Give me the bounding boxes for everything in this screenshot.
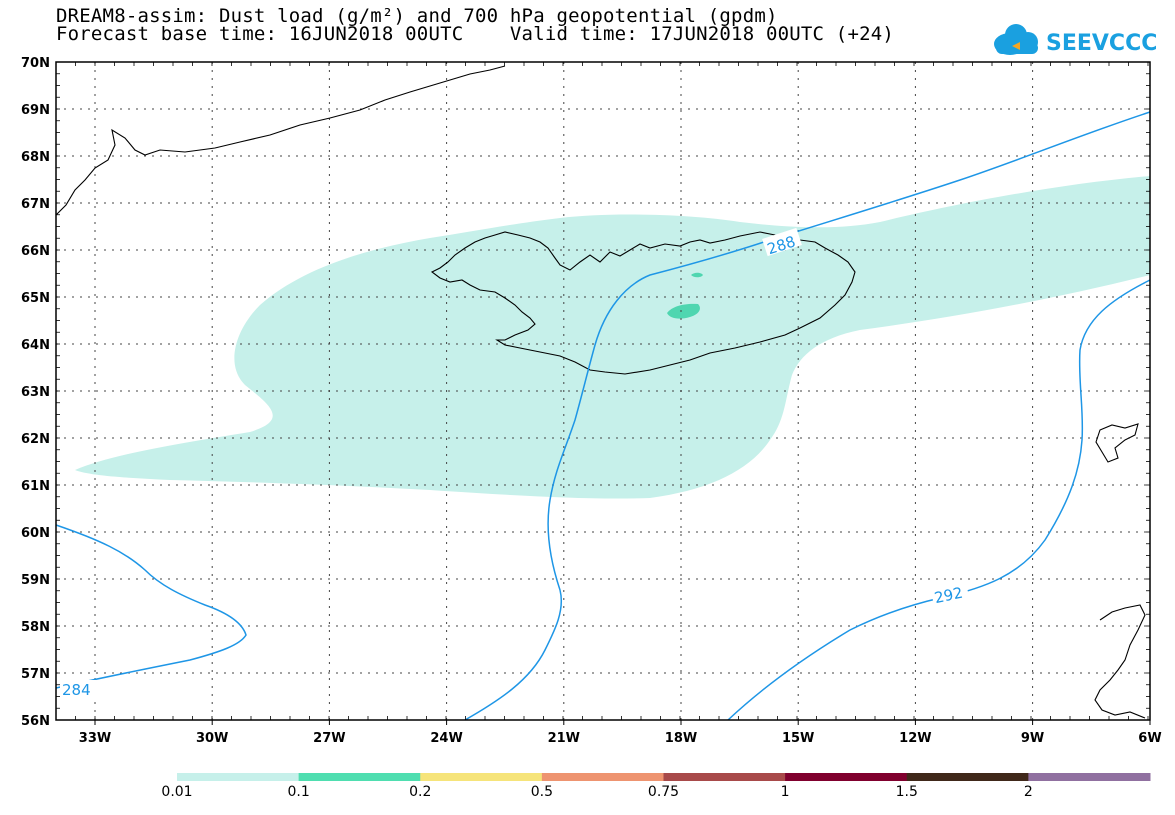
dust-load-layer <box>75 176 1150 499</box>
lon-label: 27W <box>313 731 345 746</box>
colorbar-label: 0.1 <box>287 784 310 800</box>
coastlines <box>55 65 1146 719</box>
lat-label: 70N <box>21 56 50 71</box>
colorbar-segment <box>541 773 664 781</box>
colorbar-segment <box>785 773 908 781</box>
map-title: DREAM8-assim: Dust load (g/m²) and 700 h… <box>56 5 778 27</box>
colorbar-label: 0.5 <box>530 784 554 800</box>
scotland-coastline <box>1094 604 1146 719</box>
colorbar <box>177 773 1151 781</box>
colorbar-label: 0.01 <box>161 784 193 800</box>
contour-label-292: 292 <box>933 584 965 608</box>
colorbar-segment <box>906 773 1029 781</box>
lat-label: 64N <box>21 338 50 353</box>
lat-label: 59N <box>21 573 50 588</box>
lon-label: 24W <box>430 731 462 746</box>
map-gridlines <box>56 62 1150 720</box>
dust-area-mid <box>667 303 700 319</box>
contour-288 <box>464 111 1151 721</box>
lat-label: 58N <box>21 620 50 635</box>
seevccc-logo: SEEVCCC <box>994 24 1157 56</box>
lon-label: 9W <box>1021 731 1044 746</box>
contour-284 <box>55 524 247 689</box>
colorbar-segment <box>177 773 300 781</box>
lat-label: 57N <box>21 667 50 682</box>
lat-label: 62N <box>21 432 50 447</box>
colorbar-segment <box>1028 773 1151 781</box>
colorbar-label: 0.2 <box>409 784 432 800</box>
iceland-coastline <box>430 231 856 375</box>
greenland-coastline <box>55 65 506 216</box>
contour-label-284: 284 <box>62 681 91 699</box>
lon-label: 12W <box>899 731 931 746</box>
geopotential-contours <box>55 111 1151 721</box>
dust-area-mid-small <box>691 272 703 278</box>
contour-292 <box>727 279 1151 721</box>
lat-label: 69N <box>21 103 50 118</box>
lat-label: 65N <box>21 291 50 306</box>
colorbar-label: 1.5 <box>895 784 918 800</box>
colorbar-segment <box>420 773 543 781</box>
colorbar-label: 2 <box>1023 784 1033 800</box>
map-subtitle: Forecast base time: 16JUN2018 00UTC Vali… <box>56 23 895 45</box>
lat-label: 60N <box>21 526 50 541</box>
colorbar-label: 0.75 <box>647 784 680 800</box>
lon-label: 6W <box>1138 731 1161 746</box>
lat-label: 61N <box>21 479 50 494</box>
lat-label: 63N <box>21 385 50 400</box>
lon-label: 15W <box>782 731 814 746</box>
colorbar-segment <box>298 773 421 781</box>
lat-label: 68N <box>21 150 50 165</box>
logo-text: SEEVCCC <box>1046 31 1157 56</box>
lon-label: 30W <box>196 731 228 746</box>
map-axes: 33W 30W 27W 24W 21W 18W 15W 12W 9W 6W 70N 69N 68N 67N… <box>21 56 1162 746</box>
colorbar-segment <box>663 773 786 781</box>
lon-label: 33W <box>79 731 111 746</box>
contour-labels: 288 292 284 <box>60 227 970 699</box>
lon-label: 18W <box>665 731 697 746</box>
lat-label: 56N <box>21 714 50 729</box>
cloud-icon <box>994 24 1038 55</box>
lat-label: 67N <box>21 197 50 212</box>
lat-label: 66N <box>21 244 50 259</box>
colorbar-label: 1 <box>780 784 790 800</box>
dust-area-low <box>75 176 1150 499</box>
faroe-coastline <box>1095 423 1139 463</box>
lon-label: 21W <box>548 731 580 746</box>
